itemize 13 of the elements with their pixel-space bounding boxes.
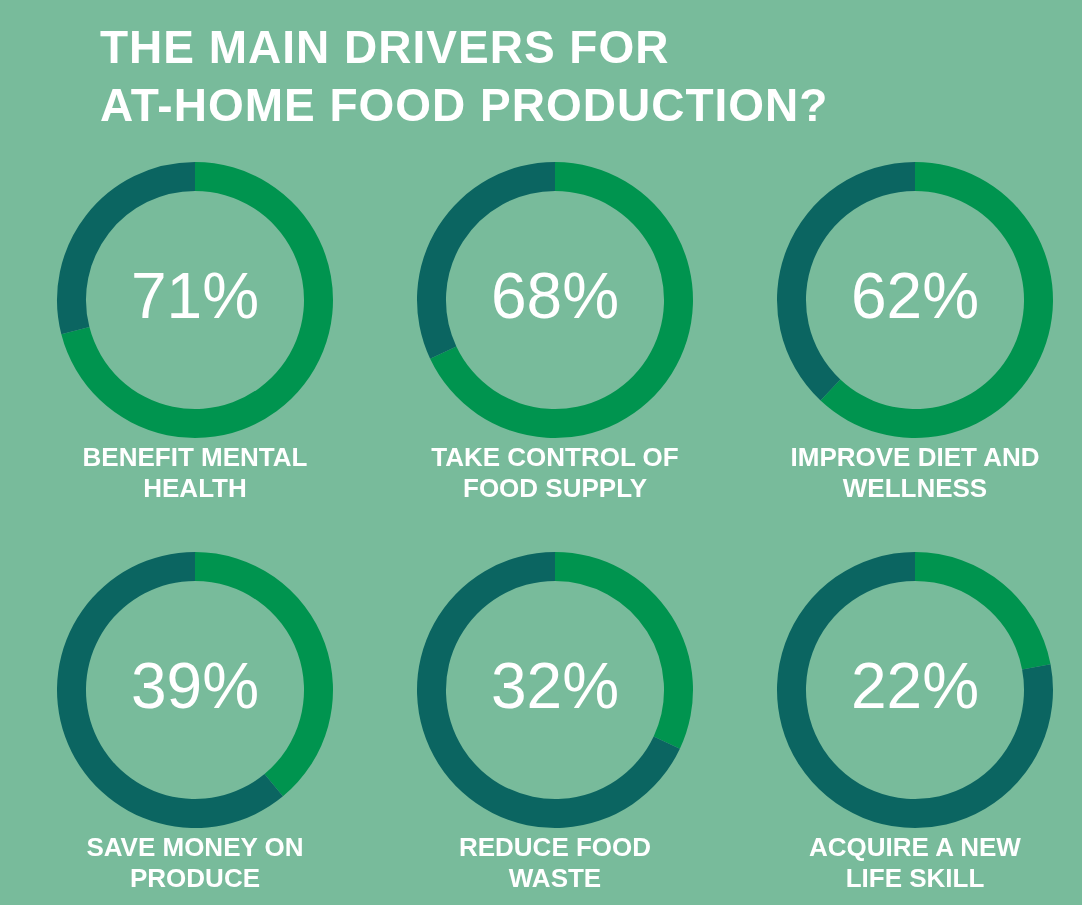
data-label: 62% (850, 259, 980, 332)
text: TAKE CONTROL OF FOOD SUPPLY (430, 442, 680, 504)
data-label: 39% (130, 649, 260, 722)
data-label: 22% (850, 649, 980, 722)
text: REDUCE FOOD WASTE (457, 832, 653, 894)
data-label: 68% (490, 259, 620, 332)
text: BENEFIT MENTAL HEALTH (81, 442, 309, 504)
text: IMPROVE DIET AND WELLNESS (789, 442, 1041, 504)
text: ACQUIRE A NEW LIFE SKILL (808, 832, 1022, 894)
text: SAVE MONEY ON PRODUCE (85, 832, 305, 894)
text: THE MAIN DRIVERS FOR AT-HOME FOOD PRODUCTION? (100, 20, 829, 133)
data-label: 71% (130, 259, 260, 332)
data-label: 32% (490, 649, 620, 722)
